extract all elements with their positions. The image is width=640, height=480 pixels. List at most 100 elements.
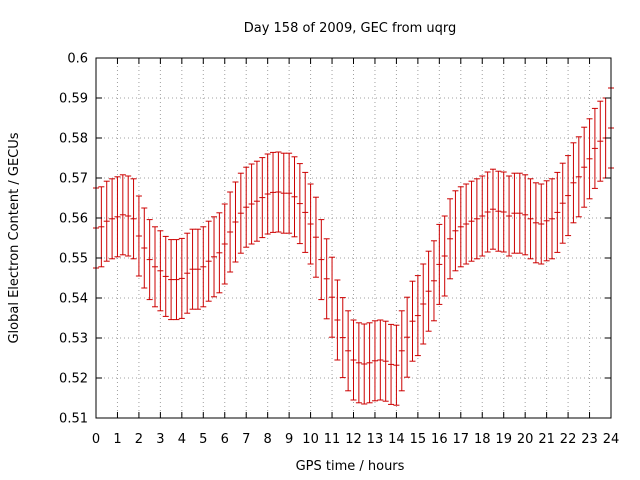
data-point [361, 323, 368, 405]
data-point [393, 324, 400, 406]
x-tick-label: 15 [410, 432, 427, 447]
data-point [302, 171, 309, 253]
data-point [414, 275, 421, 357]
data-point [130, 178, 137, 260]
data-point [189, 228, 196, 310]
y-tick-label: 0.59 [59, 92, 88, 107]
x-tick-label: 1 [113, 432, 121, 447]
data-point [409, 280, 416, 362]
data-point [184, 232, 191, 314]
data-point [162, 235, 169, 317]
x-tick-label: 22 [560, 432, 577, 447]
data-point [248, 163, 255, 245]
data-point [334, 279, 341, 361]
data-point [345, 310, 352, 392]
data-point [286, 152, 293, 234]
x-tick-label: 8 [264, 432, 272, 447]
x-tick-label: 11 [324, 432, 341, 447]
data-point [146, 219, 153, 301]
data-point [436, 223, 443, 305]
data-point [291, 156, 298, 238]
data-point [457, 186, 464, 268]
y-tick-label: 0.54 [59, 292, 88, 307]
data-point [221, 203, 228, 285]
data-point [168, 239, 175, 321]
data-point [463, 183, 470, 265]
y-tick-label: 0.51 [59, 412, 88, 427]
x-tick-labels: 0 1 2 3 4 5 6 7 8 9 10 11 12 13 14 15 16 17 18 19 20 21 22 23 24 [92, 432, 619, 447]
data-point [425, 250, 432, 332]
data-point [586, 118, 593, 200]
data-point [205, 220, 212, 302]
data-point [318, 219, 325, 301]
x-tick-label: 9 [285, 432, 293, 447]
data-point [211, 216, 218, 298]
data-point [430, 240, 437, 322]
data-point [548, 178, 555, 260]
data-point [275, 151, 282, 233]
data-point [398, 310, 405, 392]
x-tick-label: 4 [178, 432, 186, 447]
data-point [522, 174, 529, 256]
y-tick-label: 0.55 [59, 252, 88, 267]
data-point [135, 195, 142, 277]
data-point [307, 183, 314, 265]
data-point [452, 190, 459, 272]
data-point [280, 152, 287, 234]
data-point [355, 322, 362, 404]
data-point [109, 178, 116, 260]
data-point [575, 136, 582, 218]
data-point [329, 256, 336, 338]
data-point [270, 151, 277, 233]
y-tick-label: 0.52 [59, 372, 88, 387]
y-tick-label: 0.6 [67, 52, 88, 67]
y-tick-label: 0.57 [59, 172, 88, 187]
data-point [253, 160, 260, 242]
data-point [194, 228, 201, 310]
data-point [495, 170, 502, 252]
data-point [119, 174, 126, 256]
data-point [468, 180, 475, 262]
data-point [543, 180, 550, 262]
data-point [141, 207, 148, 289]
data-point [441, 215, 448, 297]
x-tick-label: 7 [242, 432, 250, 447]
data-point [489, 168, 496, 250]
data-point [538, 183, 545, 265]
data-point [323, 238, 330, 320]
data-point [420, 263, 427, 345]
data-point [243, 166, 250, 248]
data-point [232, 181, 239, 263]
x-tick-label: 17 [453, 432, 470, 447]
data-point [382, 320, 389, 402]
data-point [114, 176, 121, 258]
data-point [339, 297, 346, 379]
x-tick-label: 19 [495, 432, 512, 447]
x-tick-label: 14 [388, 432, 405, 447]
x-tick-label: 23 [581, 432, 598, 447]
data-point [227, 191, 234, 273]
data-point [371, 320, 378, 402]
data-point [152, 226, 159, 308]
data-point [532, 182, 539, 264]
y-tick-label: 0.53 [59, 332, 88, 347]
x-tick-label: 2 [135, 432, 143, 447]
data-point [366, 322, 373, 404]
x-tick-label: 12 [345, 432, 362, 447]
data-point [157, 230, 164, 312]
data-point [237, 172, 244, 254]
x-tick-label: 6 [221, 432, 229, 447]
data-point [570, 142, 577, 224]
data-point [178, 237, 185, 319]
x-tick-label: 3 [156, 432, 164, 447]
data-point [447, 198, 454, 280]
x-tick-label: 21 [538, 432, 555, 447]
x-tick-label: 10 [302, 432, 319, 447]
y-tick-label: 0.58 [59, 132, 88, 147]
data-point [103, 180, 110, 262]
data-point [527, 178, 534, 260]
y-tick-labels: 0.51 0.52 0.53 0.54 0.55 0.56 0.57 0.58 0.59 0.6 [59, 52, 88, 427]
chart-title: Day 158 of 2009, GEC from uqrg [244, 21, 457, 36]
data-point [200, 226, 207, 308]
